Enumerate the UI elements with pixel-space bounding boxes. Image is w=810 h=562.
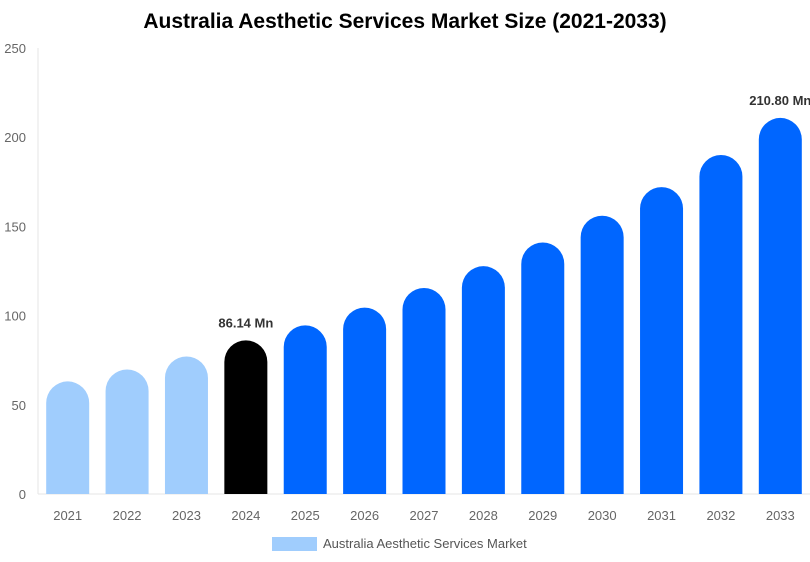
bar-2021	[46, 381, 90, 494]
x-tick-label: 2023	[172, 508, 201, 523]
y-tick-label: 250	[4, 41, 26, 56]
y-tick-label: 100	[4, 309, 26, 324]
bar-2022	[105, 369, 149, 494]
chart-title: Australia Aesthetic Services Market Size…	[143, 10, 667, 33]
y-tick-label: 0	[19, 487, 26, 502]
x-tick-label: 2032	[706, 508, 735, 523]
y-tick-label: 50	[12, 398, 26, 413]
x-tick-label: 2025	[291, 508, 320, 523]
legend-label: Australia Aesthetic Services Market	[323, 536, 527, 551]
x-tick-label: 2022	[113, 508, 142, 523]
bar-2028	[461, 266, 505, 494]
x-tick-label: 2028	[469, 508, 498, 523]
x-tick-label: 2029	[528, 508, 557, 523]
x-tick-label: 2021	[53, 508, 82, 523]
bar-2025	[283, 325, 327, 494]
legend-swatch	[272, 536, 317, 551]
bar-2032	[699, 155, 743, 495]
x-tick-label: 2031	[647, 508, 676, 523]
data-label: 210.80 Mn	[749, 93, 810, 108]
bar-2030	[580, 215, 624, 494]
bar-2026	[343, 307, 387, 494]
x-tick-label: 2033	[766, 508, 795, 523]
x-tick-label: 2030	[588, 508, 617, 523]
bar-2023	[164, 356, 208, 494]
bar-2027	[402, 287, 446, 494]
legend[interactable]: Australia Aesthetic Services Market	[272, 536, 527, 551]
x-tick-label: 2024	[231, 508, 260, 523]
x-tick-label: 2026	[350, 508, 379, 523]
x-tick-label: 2027	[410, 508, 439, 523]
y-tick-label: 150	[4, 219, 26, 234]
data-label: 86.14 Mn	[218, 315, 273, 330]
y-tick-label: 200	[4, 130, 26, 145]
bar-2033	[758, 117, 802, 494]
bar-2029	[521, 242, 565, 494]
bar-2024	[224, 340, 268, 494]
bar-2031	[640, 187, 684, 494]
